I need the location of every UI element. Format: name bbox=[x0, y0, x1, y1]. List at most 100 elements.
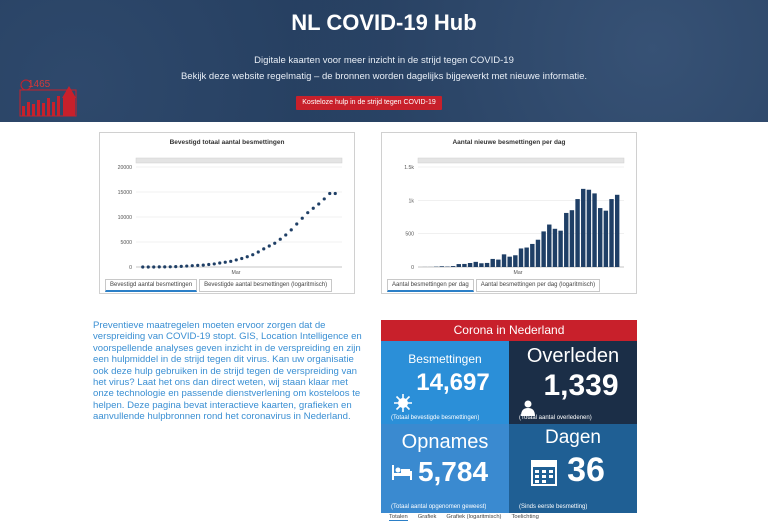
x-tick-label: Mar bbox=[514, 270, 523, 276]
data-point bbox=[245, 255, 249, 259]
bed-icon bbox=[392, 465, 412, 480]
data-point bbox=[251, 253, 255, 257]
y-tick-label: 1k bbox=[409, 198, 415, 204]
hero-subtitle-line2: Bekijk deze website regelmatig – de bron… bbox=[180, 71, 588, 82]
bar bbox=[518, 248, 524, 267]
bar bbox=[609, 199, 614, 267]
tile-sublabel: (Sinds eerste besmetting) bbox=[519, 504, 588, 510]
bar bbox=[581, 188, 586, 267]
hero-banner: 1465 NL COVID-19 Hub Digitale kaarten vo… bbox=[0, 0, 768, 122]
bar bbox=[597, 208, 603, 267]
data-point bbox=[212, 262, 216, 266]
data-point bbox=[284, 233, 288, 237]
data-point bbox=[273, 241, 277, 245]
data-point bbox=[229, 259, 233, 263]
hero-logo-number: 1465 bbox=[28, 79, 51, 90]
tile-label: Besmettingen bbox=[408, 352, 482, 366]
data-point bbox=[295, 222, 299, 226]
data-point bbox=[157, 265, 161, 269]
bar bbox=[541, 231, 546, 267]
y-tick-label: 500 bbox=[405, 232, 414, 238]
y-tick-label: 20000 bbox=[118, 165, 133, 171]
chart-title: Bevestigd totaal aantal besmettingen bbox=[169, 139, 285, 146]
tile-sublabel: (Totaal bevestigde besmettingen) bbox=[391, 415, 480, 421]
bar bbox=[603, 210, 609, 267]
person-icon bbox=[521, 400, 535, 416]
data-point bbox=[196, 263, 200, 267]
tile-value: 1,339 bbox=[543, 369, 619, 402]
bar bbox=[496, 259, 501, 267]
tab-grafiek[interactable]: Grafiek bbox=[417, 514, 437, 520]
data-point bbox=[146, 265, 150, 269]
bar bbox=[614, 194, 620, 267]
data-point bbox=[201, 263, 205, 267]
tab-total-infections[interactable]: Bevestigd aantal besmettingen bbox=[105, 279, 198, 292]
free-help-button[interactable]: Kosteloze hulp in de strijd tegen COVID-… bbox=[296, 96, 442, 110]
hospital-logo-icon bbox=[19, 79, 77, 117]
x-tick-label: Mar bbox=[232, 270, 241, 276]
data-point bbox=[311, 206, 315, 210]
tile-label: Overleden bbox=[526, 345, 620, 367]
data-point bbox=[267, 244, 271, 248]
corona-dashboard: Corona in Nederland Besmettingen 14,697 … bbox=[381, 320, 637, 513]
data-point bbox=[163, 265, 167, 269]
tab-daily-infections[interactable]: Aantal besmettingen per dag bbox=[387, 279, 474, 292]
tile-opnames: Opnames 5,784 (Totaal aantal opgenomen g… bbox=[381, 424, 509, 513]
data-point bbox=[240, 256, 244, 261]
chart-title: Aantal nieuwe besmettingen per dag bbox=[452, 139, 566, 146]
data-point bbox=[190, 264, 194, 268]
bar bbox=[547, 224, 552, 267]
y-tick-label: 0 bbox=[411, 265, 414, 271]
data-point bbox=[278, 237, 282, 241]
data-point bbox=[256, 250, 260, 254]
data-point bbox=[185, 264, 189, 268]
y-tick-label: 5000 bbox=[120, 240, 132, 246]
range-slider bbox=[135, 157, 343, 164]
data-point bbox=[207, 262, 211, 267]
bar bbox=[439, 266, 445, 267]
data-point bbox=[300, 216, 304, 220]
bar bbox=[462, 263, 467, 267]
tab-totalen[interactable]: Totalen bbox=[389, 514, 408, 521]
bar bbox=[501, 254, 507, 267]
y-tick-label: 1.5k bbox=[404, 165, 414, 171]
tile-value: 36 bbox=[567, 451, 605, 489]
bar bbox=[524, 247, 529, 267]
bar bbox=[558, 230, 563, 267]
bar bbox=[450, 266, 456, 267]
bar bbox=[490, 258, 495, 267]
range-slider bbox=[417, 157, 625, 164]
tile-dagen: Dagen 36 (Sinds eerste besmetting) bbox=[509, 424, 637, 513]
tab-total-infections-log[interactable]: Bevestigde aantal besmettingen (logaritm… bbox=[199, 279, 333, 292]
tile-value: 5,784 bbox=[417, 456, 489, 487]
tab-toelichting[interactable]: Toelichting bbox=[511, 514, 539, 520]
virus-icon bbox=[394, 394, 412, 412]
data-point bbox=[317, 202, 321, 206]
data-point bbox=[262, 247, 266, 251]
bar bbox=[467, 263, 473, 267]
tab-grafiek-log[interactable]: Grafiek (logaritmisch) bbox=[446, 514, 502, 520]
data-point bbox=[174, 264, 178, 269]
tile-label: Dagen bbox=[545, 427, 601, 448]
y-tick-label: 15000 bbox=[118, 190, 133, 196]
bar bbox=[564, 212, 569, 267]
tile-overleden: Overleden 1,339 (Totaal aantal overleden… bbox=[509, 341, 637, 424]
chart2-tabs: Aantal besmettingen per dag Aantal besme… bbox=[387, 279, 601, 292]
bar bbox=[456, 264, 461, 267]
chart1-tabs: Bevestigd aantal besmettingen Bevestigde… bbox=[105, 279, 333, 292]
data-point bbox=[333, 191, 337, 196]
data-point bbox=[168, 265, 172, 269]
bar bbox=[569, 210, 575, 267]
data-point bbox=[218, 261, 222, 265]
tile-sublabel: (Totaal aantal overledenen) bbox=[519, 415, 592, 421]
chart-plot: 0 5000 10000 15000 20000 Mar bbox=[118, 157, 343, 276]
dashboard-header: Corona in Nederland bbox=[381, 320, 637, 341]
data-point bbox=[322, 197, 326, 201]
bar bbox=[507, 256, 512, 267]
tab-daily-infections-log[interactable]: Aantal besmettingen per dag (logaritmisc… bbox=[475, 279, 601, 292]
tile-label: Opnames bbox=[401, 431, 489, 453]
intro-paragraph: Preventieve maatregelen moeten ervoor zo… bbox=[93, 320, 362, 423]
data-point bbox=[141, 265, 145, 269]
data-point bbox=[306, 211, 310, 215]
bar bbox=[592, 193, 597, 267]
